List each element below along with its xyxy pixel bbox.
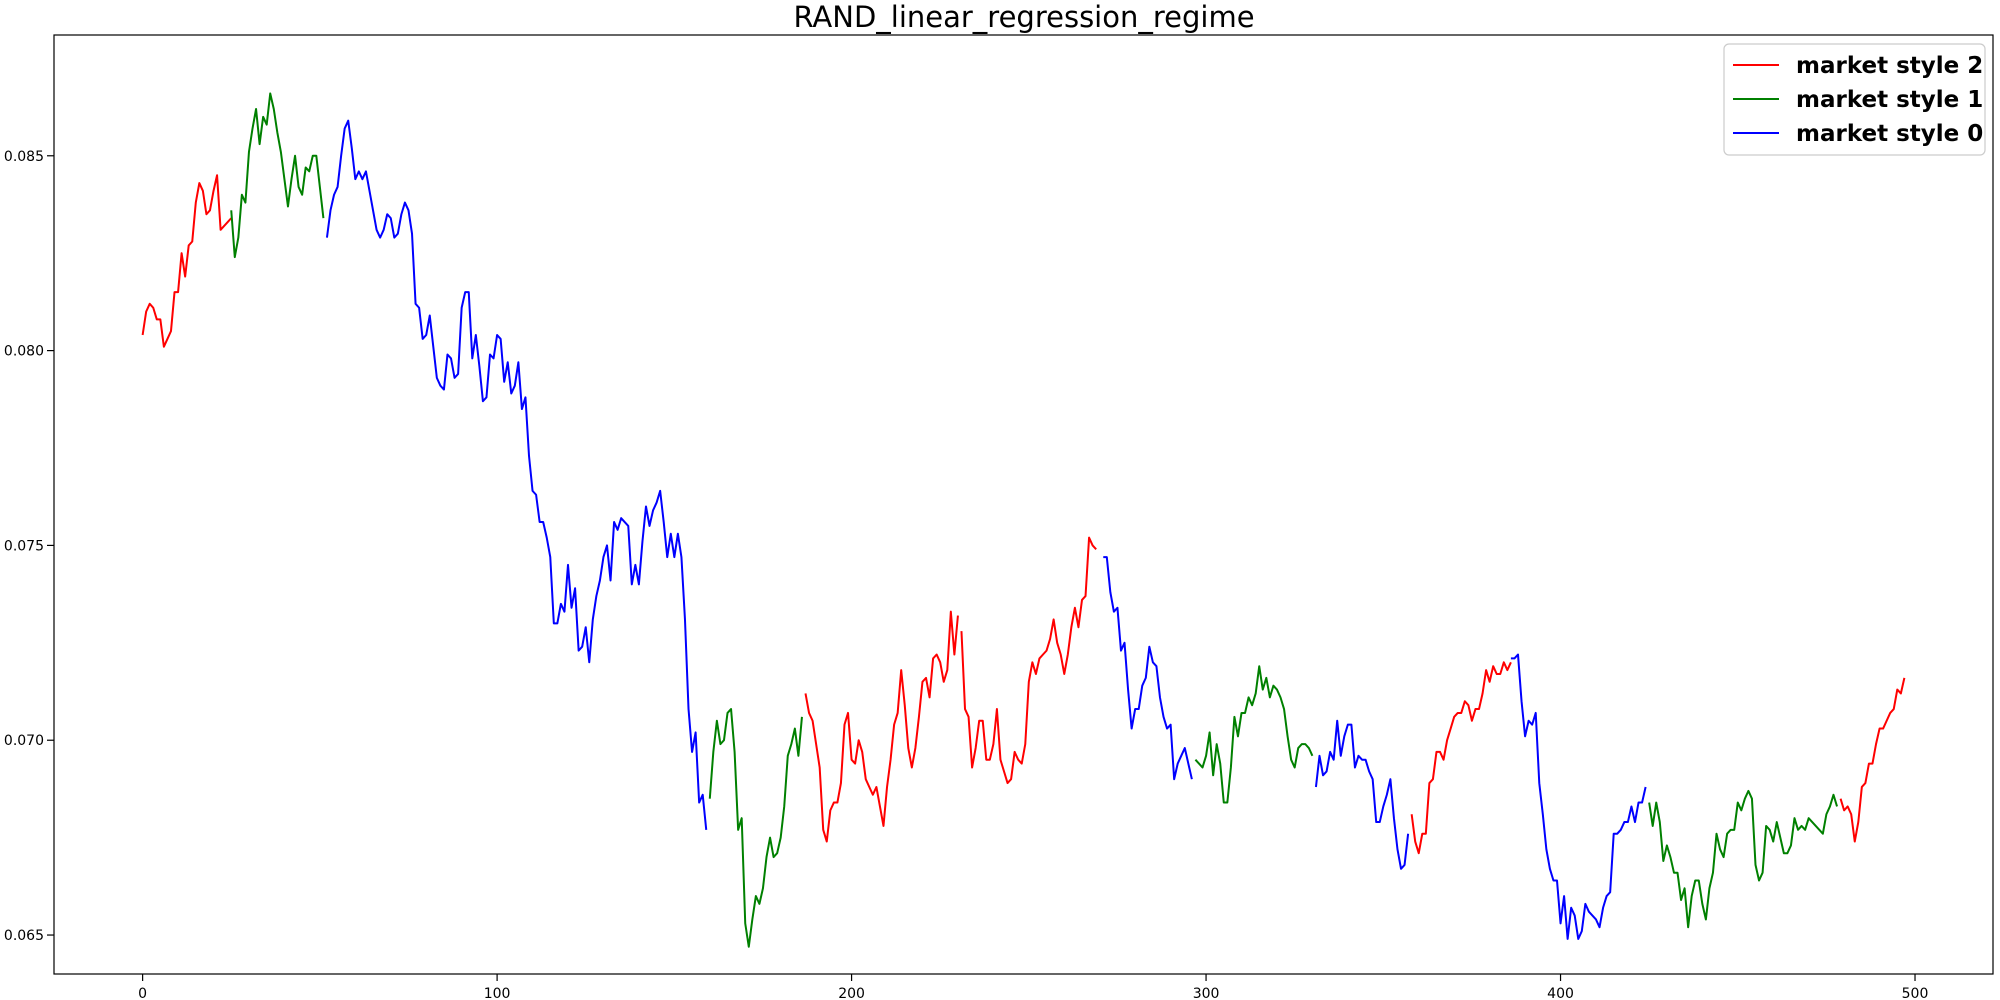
- chart-title: RAND_linear_regression_regime: [793, 0, 1254, 34]
- x-tick-label: 300: [1193, 986, 1220, 1000]
- series-line-0-segment-3: [1410, 661, 1512, 855]
- series-line-2-segment-1: [1103, 556, 1193, 781]
- plot-series: [141, 92, 1906, 948]
- y-axis: 0.065 0.070 0.075 0.080 0.085: [4, 149, 54, 944]
- legend: market style 2 market style 1 market style…: [1723, 43, 1986, 156]
- legend-label: market style 2: [1796, 53, 1983, 79]
- series-line-2-segment-2: [1314, 719, 1410, 870]
- y-tick-label: 0.065: [4, 928, 44, 944]
- plot-frame: [53, 34, 1994, 975]
- y-tick-label: 0.075: [4, 538, 44, 554]
- legend-label: market style 0: [1796, 121, 1983, 147]
- y-tick-label: 0.070: [4, 733, 44, 749]
- series-line-1-segment-1: [708, 708, 803, 948]
- x-tick-label: 500: [1902, 986, 1929, 1000]
- y-tick-label: 0.080: [4, 344, 44, 360]
- x-tick-label: 400: [1547, 986, 1574, 1000]
- x-tick-label: 200: [838, 986, 865, 1000]
- legend-box: [1723, 43, 1986, 156]
- y-tick-label: 0.085: [4, 149, 44, 165]
- legend-label: market style 1: [1796, 87, 1983, 113]
- series-line-0-segment-0: [141, 174, 232, 348]
- series-line-0-segment-2: [960, 536, 1097, 785]
- series-line-0-segment-4: [1839, 677, 1906, 843]
- series-line-2-segment-0: [325, 119, 708, 830]
- series-line-1-segment-2: [1194, 665, 1314, 804]
- series-line-1-segment-3: [1648, 789, 1838, 929]
- series-line-0-segment-1: [804, 610, 959, 843]
- x-tick-label: 100: [484, 986, 511, 1000]
- series-line-1-segment-0: [230, 92, 325, 259]
- x-tick-label: 0: [138, 986, 147, 1000]
- x-axis: 0 100 200 300 400 500: [138, 974, 1928, 1000]
- series-line-2-segment-3: [1510, 653, 1647, 940]
